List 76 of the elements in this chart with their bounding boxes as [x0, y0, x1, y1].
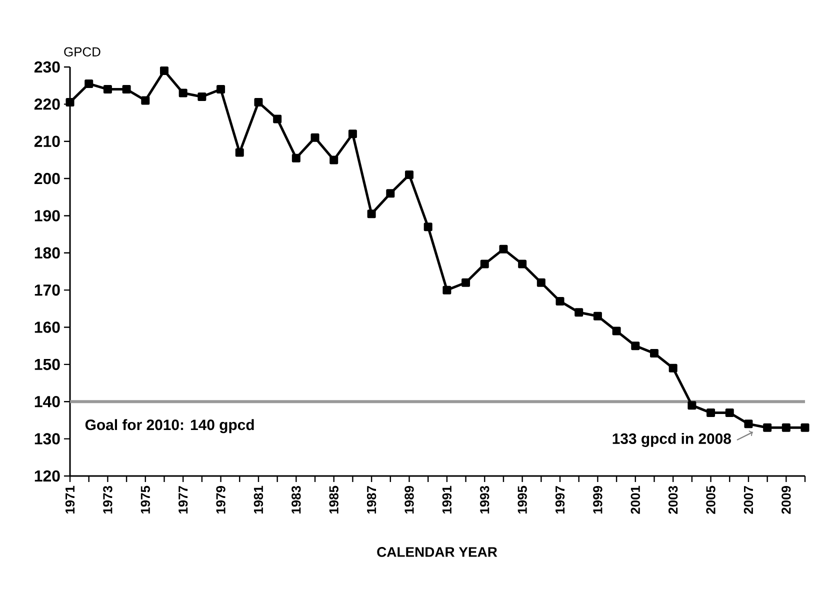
point [160, 66, 168, 75]
y-tick-label: 220 [34, 98, 60, 110]
point [593, 312, 602, 320]
point [198, 92, 206, 101]
x-tick-label: 1997 [555, 486, 565, 514]
point [650, 349, 658, 358]
point [330, 156, 338, 164]
x-axis-title: CALENDAR YEAR [377, 547, 498, 557]
point [556, 296, 564, 306]
point [348, 130, 357, 138]
point [668, 364, 678, 372]
x-tick-label: 1983 [292, 486, 301, 514]
y-tick-label: 160 [34, 322, 60, 333]
y-tick-label: 120 [34, 470, 60, 482]
x-tick-label: 1981 [254, 486, 264, 514]
x-tick-label: 1993 [480, 486, 490, 514]
point [536, 278, 546, 287]
point [122, 85, 131, 94]
x-tick-label: 1989 [404, 486, 414, 514]
point [273, 114, 282, 124]
x-tick-label: 1987 [366, 486, 376, 514]
x-tick-label: 1973 [103, 486, 112, 514]
x-tick-label: 1985 [329, 486, 338, 514]
point [688, 401, 696, 410]
x-tick-label: 1995 [518, 486, 527, 514]
point [367, 210, 376, 218]
point [141, 96, 150, 105]
x-tick-label: 2005 [706, 486, 716, 514]
point [178, 88, 188, 98]
x-tick-label: 1979 [216, 486, 226, 514]
x-tick-label: 2007 [744, 486, 754, 514]
y-tick-label: 140 [34, 396, 60, 408]
y-tick-label: 170 [34, 284, 60, 296]
point [404, 170, 414, 180]
y-tick-label: 130 [34, 433, 60, 444]
point [103, 85, 112, 94]
point [480, 260, 489, 268]
point [744, 420, 753, 428]
point [292, 154, 300, 162]
x-tick-label: 2003 [668, 486, 678, 514]
point [763, 423, 772, 432]
y-tick-label: 190 [34, 210, 60, 222]
x-tick-label: 1991 [442, 486, 452, 514]
point [66, 98, 74, 107]
point [424, 222, 432, 232]
x-tick-label: 2009 [782, 486, 791, 514]
y-axis-title: GPCD [64, 47, 100, 56]
point [310, 133, 320, 142]
point [84, 79, 94, 88]
x-tick-label: 1971 [65, 486, 75, 514]
point [254, 98, 263, 107]
point [499, 244, 508, 254]
point [386, 189, 395, 198]
y-tick-label: 210 [34, 136, 60, 147]
y-tick-label: 200 [34, 172, 60, 184]
y-tick-label: 230 [34, 61, 60, 73]
annotation: 133 gpcd in 2008 [612, 432, 732, 447]
point [706, 408, 716, 418]
x-tick-label: 1975 [140, 486, 150, 514]
point [725, 408, 734, 418]
point [462, 278, 470, 287]
point [216, 85, 226, 94]
x-tick-label: 1977 [178, 486, 188, 514]
point [442, 286, 452, 294]
ref-line-label: Goal for 2010: 140 gpcd [85, 419, 254, 434]
x-tick-label: 1999 [593, 486, 602, 514]
point [518, 260, 527, 268]
x-tick-label: 2001 [630, 486, 640, 514]
point [612, 326, 621, 336]
point [574, 308, 584, 317]
y-tick-label: 150 [34, 358, 60, 370]
point [782, 423, 790, 432]
point [631, 342, 640, 350]
point [235, 148, 244, 157]
y-tick-label: 180 [34, 247, 60, 259]
point [800, 423, 810, 432]
